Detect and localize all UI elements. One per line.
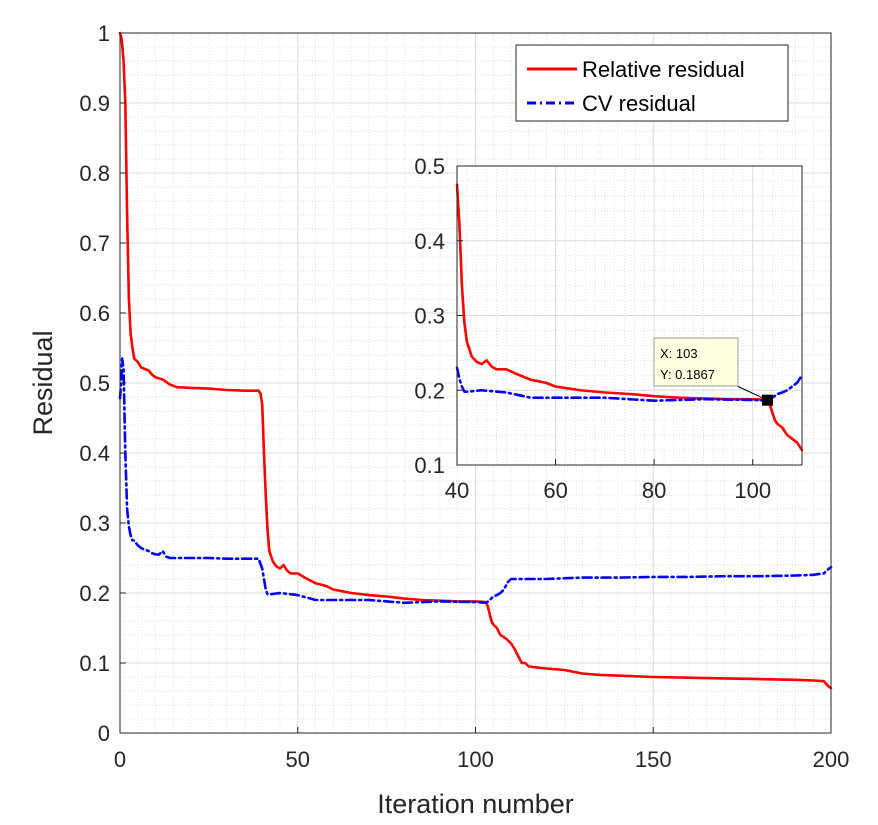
y-axis-label: Residual — [28, 330, 58, 435]
inset-axes: 40 60 80 100 0.1 0.2 0.3 0.4 0.5 — [414, 154, 804, 503]
main-ticks: 0 50 100 150 200 0 0.1 0.2 0.3 0.4 0.5 0.6 0.7 0.8 0.9… — [79, 21, 849, 772]
x-tick-label: 60 — [543, 478, 567, 503]
x-tick-label: 40 — [445, 478, 469, 503]
x-tick-label: 150 — [635, 747, 672, 772]
x-tick-label: 100 — [457, 747, 494, 772]
y-tick-label: 0.1 — [414, 453, 445, 478]
legend-box — [515, 44, 789, 122]
datatip-x: X: 103 — [660, 346, 698, 361]
x-tick-label: 200 — [813, 747, 850, 772]
y-tick-label: 0.8 — [79, 161, 110, 186]
y-tick-label: 0.3 — [414, 304, 445, 329]
x-tick-label: 0 — [114, 747, 126, 772]
y-tick-label: 0.9 — [79, 91, 110, 116]
y-tick-label: 1 — [98, 21, 110, 46]
main-series-group — [118, 31, 833, 690]
datatip-marker[interactable] — [762, 394, 773, 406]
inset-series-group — [455, 183, 804, 452]
datatip[interactable]: X: 103 Y: 0.1867 — [653, 337, 773, 406]
y-tick-label: 0.6 — [79, 301, 110, 326]
legend-label-cv-residual: CV residual — [582, 91, 696, 116]
y-tick-label: 0.5 — [79, 371, 110, 396]
series-line-relative-residual — [118, 31, 833, 690]
x-axis-label: Iteration number — [377, 789, 574, 819]
y-tick-label: 0.5 — [414, 154, 445, 179]
datatip-box — [653, 337, 739, 387]
datatip-y: Y: 0.1867 — [660, 367, 715, 382]
series-line-cv-residual — [455, 366, 804, 403]
series-line-cv-residual — [118, 357, 833, 605]
y-tick-label: 0.2 — [414, 378, 445, 403]
x-tick-label: 80 — [642, 478, 666, 503]
x-tick-label: 100 — [734, 478, 771, 503]
legend-label-relative-residual: Relative residual — [582, 57, 745, 82]
y-tick-label: 0 — [98, 721, 110, 746]
y-tick-label: 0.4 — [414, 229, 445, 254]
x-tick-label: 50 — [286, 747, 310, 772]
series-line-relative-residual — [455, 183, 804, 452]
y-tick-label: 0.4 — [79, 441, 110, 466]
legend[interactable]: Relative residual CV residual — [515, 44, 789, 122]
y-tick-label: 0.7 — [79, 231, 110, 256]
y-tick-label: 0.3 — [79, 511, 110, 536]
y-tick-label: 0.2 — [79, 581, 110, 606]
inset-ticks: 40 60 80 100 0.1 0.2 0.3 0.4 0.5 — [414, 154, 771, 503]
y-tick-label: 0.1 — [79, 651, 110, 676]
